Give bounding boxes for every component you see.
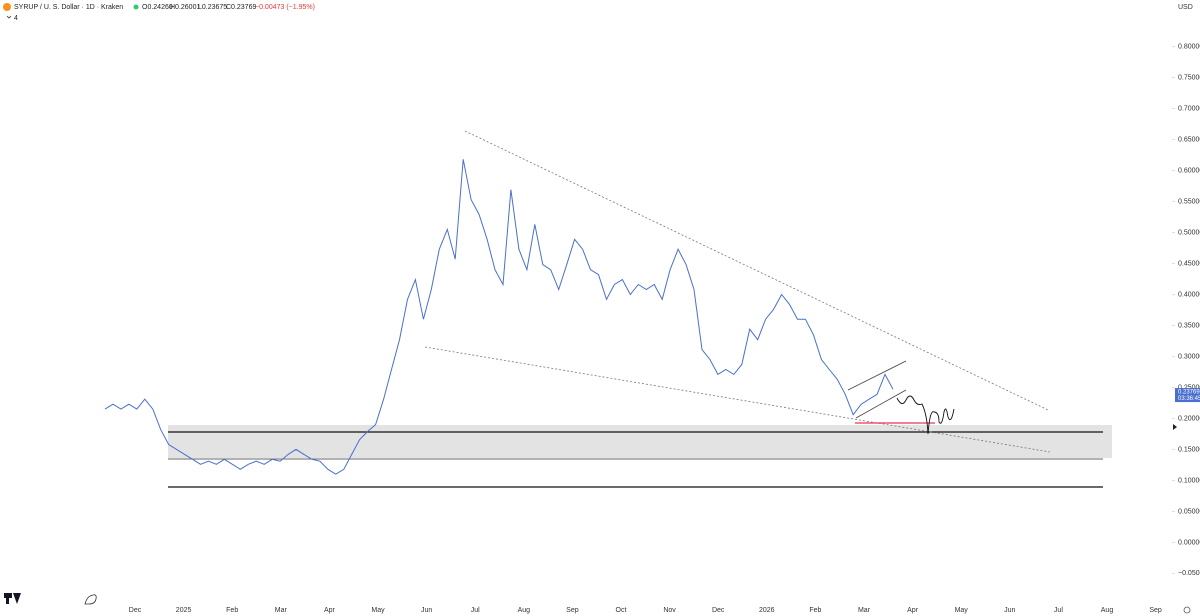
x-tick-label: Aug <box>1101 607 1114 614</box>
x-tick-label: May <box>371 607 385 614</box>
drawing-icon[interactable] <box>84 594 97 605</box>
price-tag-value: 0.23769 <box>1178 390 1200 396</box>
settings-icon[interactable] <box>1183 606 1191 614</box>
price-tag-countdown: 03:36:45 <box>1178 396 1200 402</box>
x-tick-label: Jul <box>1054 607 1063 614</box>
x-tick-label: Jun <box>421 607 432 614</box>
indicator-count[interactable]: 4 <box>14 15 18 22</box>
y-tick-label: 0.00000 <box>1178 539 1200 546</box>
currency[interactable]: USD <box>1178 4 1193 11</box>
x-tick-label: Jun <box>1004 607 1015 614</box>
x-tick-label: Dec <box>129 607 142 614</box>
x-tick-label: Feb <box>226 607 238 614</box>
ohlc-change: −0.00473 (−1.95%) <box>255 4 315 11</box>
x-tick-label: Sep <box>566 607 579 614</box>
price-line <box>104 159 894 475</box>
x-tick-label: Sep <box>1149 607 1162 614</box>
x-tick-label: Aug <box>518 607 531 614</box>
symbol-icon <box>3 3 11 11</box>
trend-line <box>424 346 1051 453</box>
x-tick-label: May <box>955 607 969 614</box>
price-tag <box>1175 388 1200 403</box>
x-tick-label: Dec <box>712 607 725 614</box>
x-tick-label: Mar <box>858 607 871 614</box>
x-tick-label: Mar <box>275 607 288 614</box>
ohlc-high: H0.26001 <box>170 4 200 11</box>
scroll-arrow[interactable] <box>1173 424 1177 430</box>
symbol-title[interactable]: SYRUP / U. S. Dollar · 1D · Kraken <box>14 4 123 11</box>
x-tick-label: 2026 <box>759 607 775 614</box>
x-tick-label: Apr <box>324 607 336 614</box>
ohlc-open: O0.24260 <box>142 4 173 11</box>
x-tick-label: Jul <box>471 607 480 614</box>
x-tick-label: Nov <box>663 607 676 614</box>
channel-line <box>855 389 907 419</box>
x-tick-label: Oct <box>616 607 627 614</box>
support-zone <box>168 425 1112 458</box>
channel-line <box>847 360 907 391</box>
collapse-arrow[interactable] <box>6 15 12 19</box>
x-tick-label: Apr <box>907 607 919 614</box>
projection-path <box>896 395 955 435</box>
x-tick-label: Feb <box>809 607 821 614</box>
tv-logo[interactable] <box>4 593 21 604</box>
ohlc-low: L0.23675 <box>198 4 227 11</box>
ohlc-close: C0.23769 <box>226 4 256 11</box>
x-tick-label: 2025 <box>176 607 192 614</box>
status-dot <box>133 4 139 10</box>
